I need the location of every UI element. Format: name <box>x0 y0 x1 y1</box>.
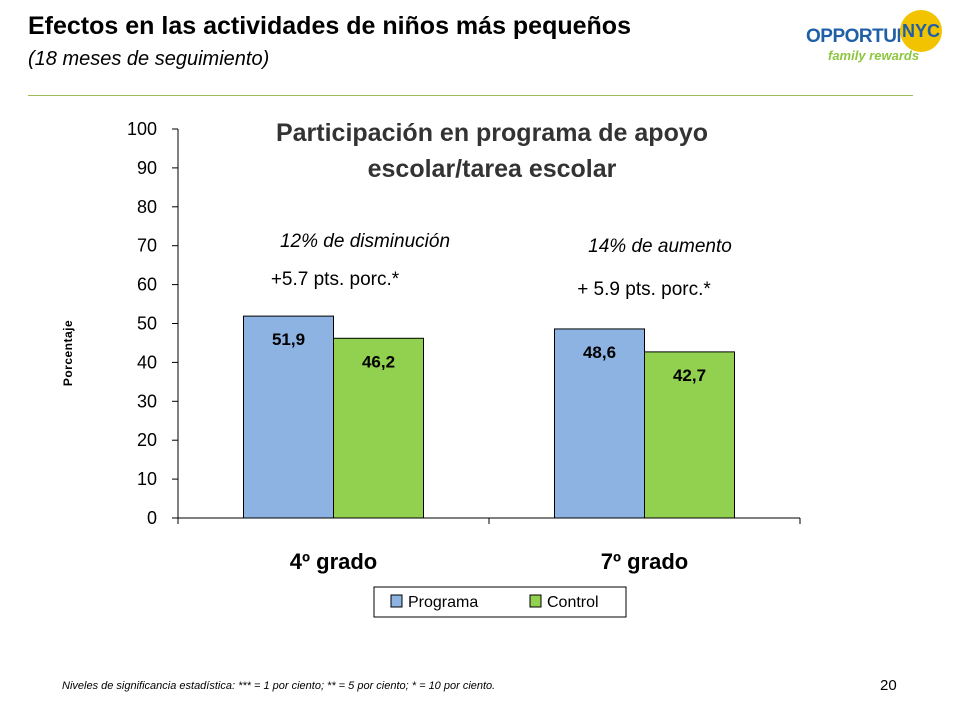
legend-label-programa: Programa <box>408 594 478 611</box>
chart-title-line: escolar/tarea escolar <box>368 155 617 183</box>
bar-value-label: 51,9 <box>272 330 305 349</box>
y-tick-label: 80 <box>137 197 157 217</box>
y-tick-label: 100 <box>127 119 157 139</box>
opportunity-nyc-logo: OPPORTUNITY NYC family rewards <box>806 10 942 70</box>
annotation-change: 12% de disminución <box>280 231 450 252</box>
y-tick-label: 60 <box>137 275 157 295</box>
y-tick-label: 10 <box>137 469 157 489</box>
y-axis-label: Porcentaje <box>61 320 75 386</box>
legend-swatch-control <box>529 594 542 608</box>
bar-value-label: 48,6 <box>583 343 616 362</box>
annotation-points: +5.7 pts. porc.* <box>271 269 400 290</box>
x-category-label: 4º grado <box>290 549 378 574</box>
annotation-change: 14% de aumento <box>588 236 732 257</box>
y-tick-label: 30 <box>137 391 157 411</box>
y-tick-label: 70 <box>137 236 157 256</box>
page-number: 20 <box>880 677 897 694</box>
y-tick-label: 40 <box>137 352 157 372</box>
bar-programa <box>243 315 334 519</box>
chart-title-line: Participación en programa de apoyo <box>276 119 708 147</box>
y-tick-label: 20 <box>137 430 157 450</box>
bar-control <box>333 337 424 519</box>
legend-label-control: Control <box>547 594 599 611</box>
significance-footnote: Niveles de significancia estadística: **… <box>62 680 496 692</box>
title-divider <box>28 95 913 96</box>
slide-title: Efectos en las actividades de niños más … <box>28 12 631 40</box>
y-tick-label: 50 <box>137 314 157 334</box>
slide-subtitle: (18 meses de seguimiento) <box>28 48 270 70</box>
x-category-label: 7º grado <box>601 549 689 574</box>
bar-control <box>644 351 735 519</box>
bar-value-label: 46,2 <box>362 352 395 371</box>
bar-value-label: 42,7 <box>673 366 706 385</box>
logo-word-bottom: family rewards <box>828 48 920 63</box>
y-tick-label: 0 <box>147 508 157 528</box>
annotation-points: + 5.9 pts. porc.* <box>577 279 711 300</box>
legend-swatch-programa <box>390 594 403 608</box>
bar-programa <box>554 328 645 519</box>
logo-badge: NYC <box>900 10 942 52</box>
y-tick-label: 90 <box>137 158 157 178</box>
legend-box <box>373 586 627 618</box>
